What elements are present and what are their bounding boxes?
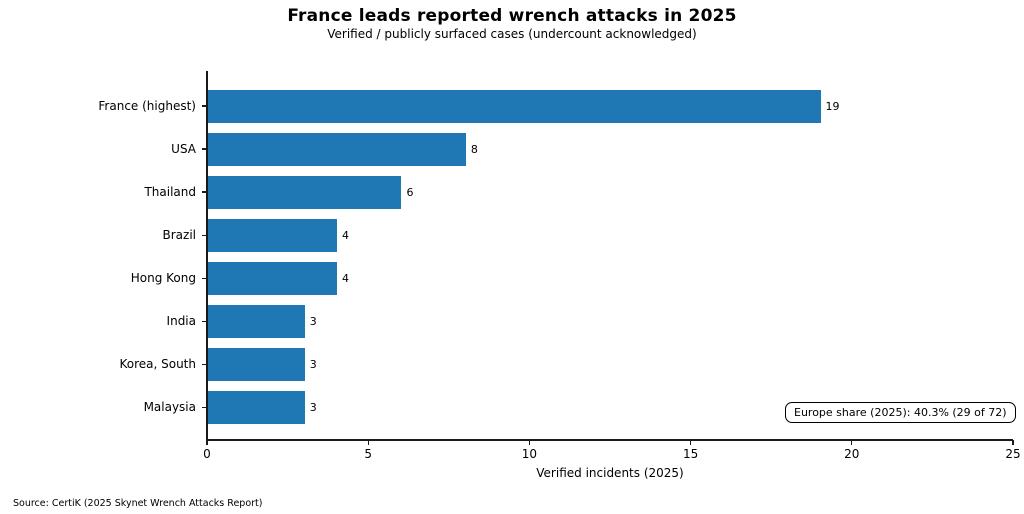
bar [208, 175, 402, 209]
chart-title: France leads reported wrench attacks in … [287, 6, 737, 26]
x-tick [851, 440, 853, 445]
x-tick [528, 440, 531, 445]
category-label: Malaysia [143, 400, 196, 415]
x-tick-label: 20 [844, 447, 860, 461]
x-tick [367, 440, 369, 445]
category-label: India [166, 314, 196, 329]
y-tick [202, 363, 207, 366]
chart-subtitle: Verified / publicly surfaced cases (unde… [327, 27, 697, 41]
x-tick [206, 440, 208, 445]
y-tick [202, 277, 207, 279]
bar [208, 132, 466, 166]
y-tick [202, 406, 207, 409]
x-tick-label: 15 [682, 447, 699, 461]
bar-value-label: 8 [470, 142, 478, 156]
y-tick [202, 148, 207, 150]
x-axis-title: Verified incidents (2025) [536, 466, 684, 480]
x-tick-label: 10 [521, 447, 538, 461]
category-label: USA [171, 142, 196, 157]
bar [208, 390, 305, 424]
bar-value-label: 3 [309, 314, 317, 328]
y-tick [202, 234, 207, 236]
x-tick [689, 440, 692, 445]
bar-value-label: 4 [341, 271, 349, 285]
x-axis-spine [206, 439, 1013, 441]
x-tick-label: 25 [1005, 447, 1021, 461]
x-tick [1012, 440, 1014, 445]
y-tick [202, 191, 207, 193]
y-tick [202, 105, 207, 107]
y-axis-spine [206, 71, 208, 440]
bar [208, 261, 337, 295]
bar [208, 89, 821, 123]
bar-value-label: 3 [309, 400, 317, 414]
bar [208, 304, 305, 338]
category-label: France (highest) [98, 99, 196, 113]
category-label: Korea, South [119, 357, 196, 372]
y-tick [202, 320, 207, 322]
category-label: Thailand [144, 185, 196, 200]
bar [208, 347, 305, 381]
x-tick-label: 0 [203, 447, 211, 461]
bar [208, 218, 337, 252]
x-tick-label: 5 [364, 447, 372, 461]
category-label: Brazil [162, 228, 197, 243]
bar-value-label: 4 [341, 228, 349, 242]
source-credit: Source: CertiK (2025 Skynet Wrench Attac… [13, 498, 263, 509]
bar-value-label: 3 [309, 357, 317, 371]
europe-share-annotation: Europe share (2025): 40.3% (29 of 72) [785, 402, 1016, 423]
category-label: Hong Kong [130, 271, 196, 286]
bar-value-label: 19 [825, 99, 840, 113]
bar-value-label: 6 [406, 185, 414, 199]
